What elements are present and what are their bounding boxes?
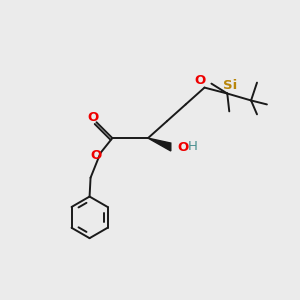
Text: O: O — [91, 149, 102, 162]
Text: Si: Si — [223, 79, 237, 92]
Polygon shape — [148, 138, 171, 151]
Text: H: H — [188, 140, 197, 152]
Text: O: O — [194, 74, 205, 87]
Text: O: O — [178, 140, 189, 154]
Text: O: O — [87, 111, 98, 124]
